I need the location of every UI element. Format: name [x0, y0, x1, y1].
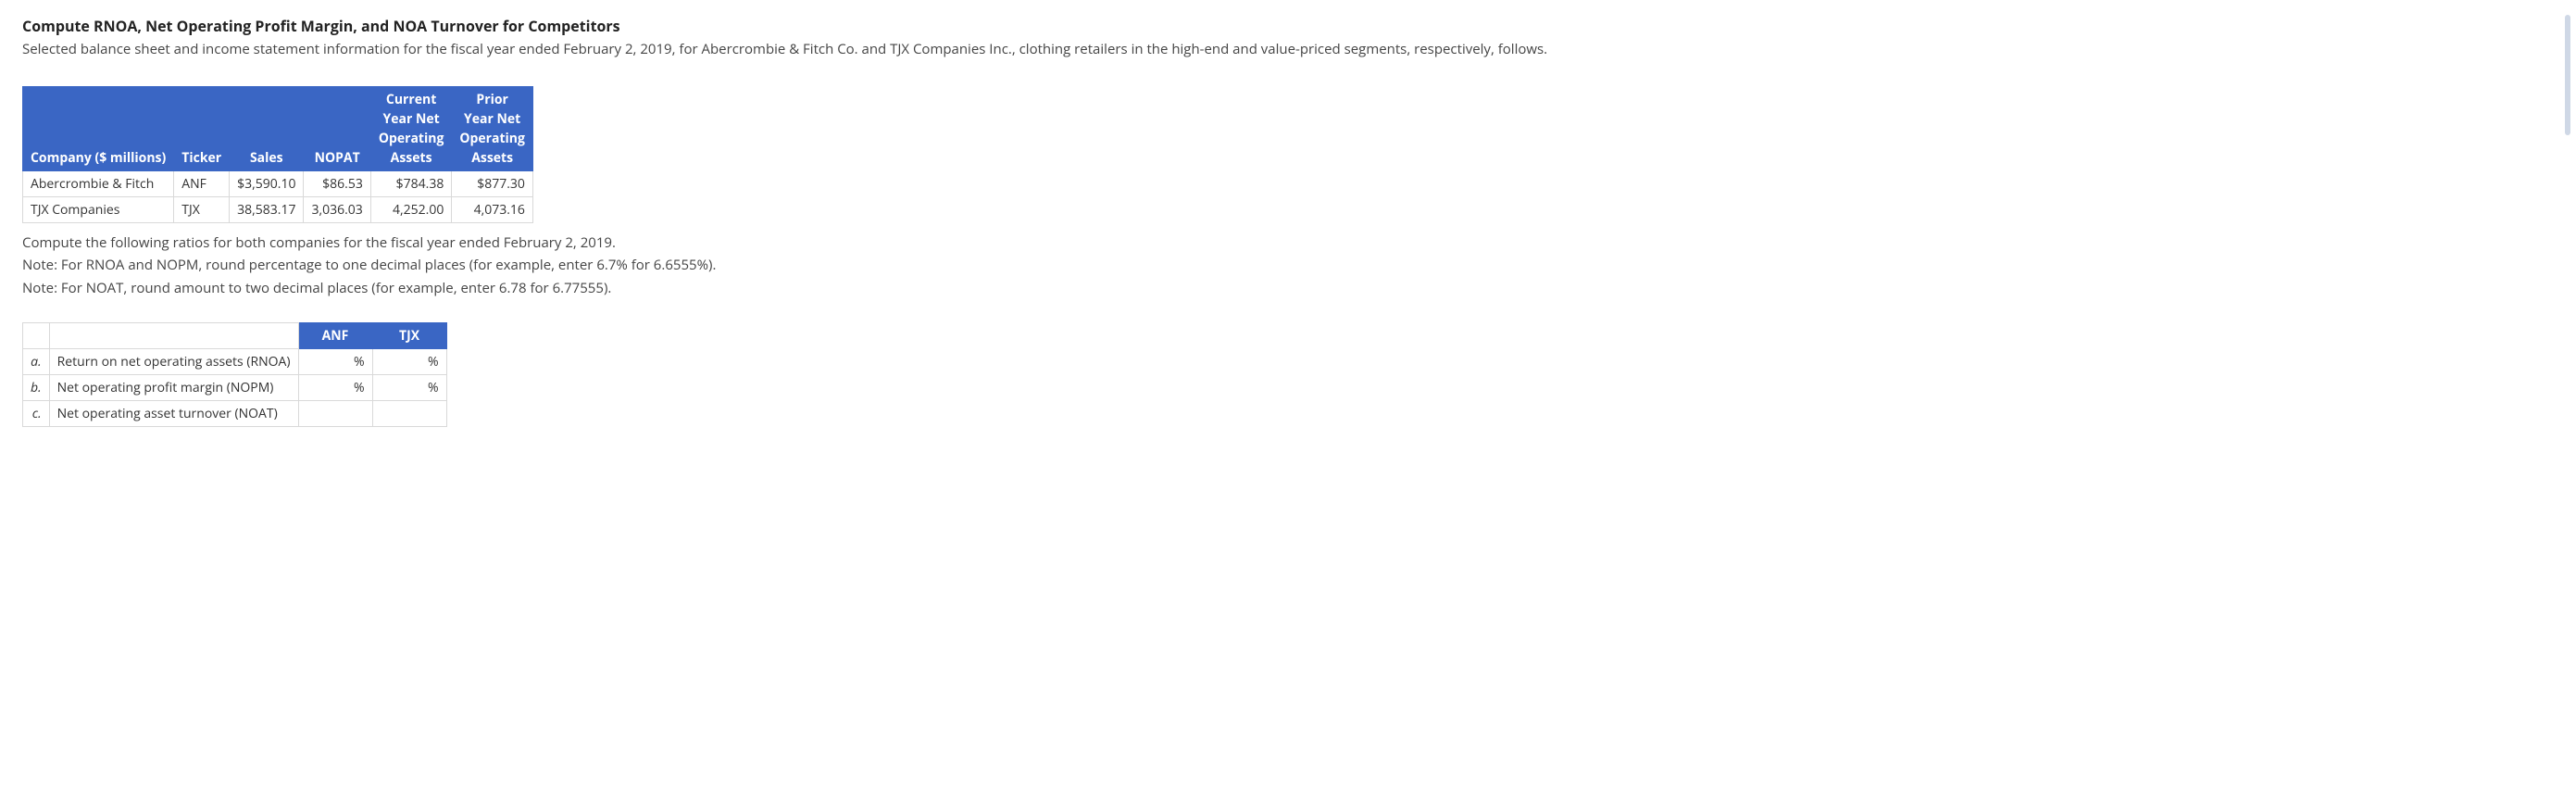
answer-row: b. Net operating profit margin (NOPM) % … [23, 375, 447, 401]
col-pnoa-l4: Assets [459, 148, 525, 168]
input-anf-noat[interactable] [298, 401, 372, 427]
col-sales: Sales [230, 86, 304, 170]
cell-ticker: TJX [174, 196, 230, 222]
row-letter: b. [23, 375, 50, 401]
input-anf-rnoa[interactable]: % [298, 349, 372, 375]
row-letter: c. [23, 401, 50, 427]
col-cnoa-l1: Current [379, 90, 444, 109]
col-anf: ANF [298, 323, 372, 349]
input-tjx-rnoa[interactable]: % [372, 349, 446, 375]
col-pnoa-l3: Operating [459, 129, 525, 148]
col-ticker: Ticker [174, 86, 230, 170]
page-title: Compute RNOA, Net Operating Profit Margi… [22, 15, 2554, 37]
company-data-table: Company ($ millions) Ticker Sales NOPAT … [22, 86, 533, 223]
input-anf-nopm[interactable]: % [298, 375, 372, 401]
cell-pnoa: 4,073.16 [452, 196, 533, 222]
answer-row: c. Net operating asset turnover (NOAT) [23, 401, 447, 427]
table-row: TJX Companies TJX 38,583.17 3,036.03 4,2… [23, 196, 533, 222]
col-pnoa-l2: Year Net [459, 109, 525, 129]
col-pnoa-l1: Prior [459, 90, 525, 109]
table-row: Abercrombie & Fitch ANF $3,590.10 $86.53… [23, 170, 533, 196]
cell-cnoa: $784.38 [370, 170, 452, 196]
cell-pnoa: $877.30 [452, 170, 533, 196]
cell-company: TJX Companies [23, 196, 174, 222]
cell-sales: $3,590.10 [230, 170, 304, 196]
row-label: Net operating profit margin (NOPM) [49, 375, 298, 401]
col-nopat: NOPAT [304, 86, 370, 170]
col-pnoa: Prior Year Net Operating Assets [452, 86, 533, 170]
instruction-line: Compute the following ratios for both co… [22, 232, 2554, 254]
blank-header [23, 323, 50, 349]
cell-ticker: ANF [174, 170, 230, 196]
col-company: Company ($ millions) [23, 86, 174, 170]
col-cnoa-l4: Assets [379, 148, 444, 168]
col-cnoa: Current Year Net Operating Assets [370, 86, 452, 170]
cell-sales: 38,583.17 [230, 196, 304, 222]
input-tjx-nopm[interactable]: % [372, 375, 446, 401]
input-tjx-noat[interactable] [372, 401, 446, 427]
answer-row: a. Return on net operating assets (RNOA)… [23, 349, 447, 375]
blank-header [49, 323, 298, 349]
instruction-line: Note: For NOAT, round amount to two deci… [22, 278, 2554, 299]
cell-nopat: 3,036.03 [304, 196, 370, 222]
answer-table: ANF TJX a. Return on net operating asset… [22, 322, 447, 427]
row-label: Return on net operating assets (RNOA) [49, 349, 298, 375]
row-letter: a. [23, 349, 50, 375]
scroll-marker [2565, 15, 2570, 135]
cell-company: Abercrombie & Fitch [23, 170, 174, 196]
col-cnoa-l2: Year Net [379, 109, 444, 129]
row-label: Net operating asset turnover (NOAT) [49, 401, 298, 427]
col-tjx: TJX [372, 323, 446, 349]
instructions-block: Compute the following ratios for both co… [22, 232, 2554, 299]
cell-nopat: $86.53 [304, 170, 370, 196]
instruction-line: Note: For RNOA and NOPM, round percentag… [22, 255, 2554, 276]
col-cnoa-l3: Operating [379, 129, 444, 148]
intro-text: Selected balance sheet and income statem… [22, 39, 1615, 60]
cell-cnoa: 4,252.00 [370, 196, 452, 222]
